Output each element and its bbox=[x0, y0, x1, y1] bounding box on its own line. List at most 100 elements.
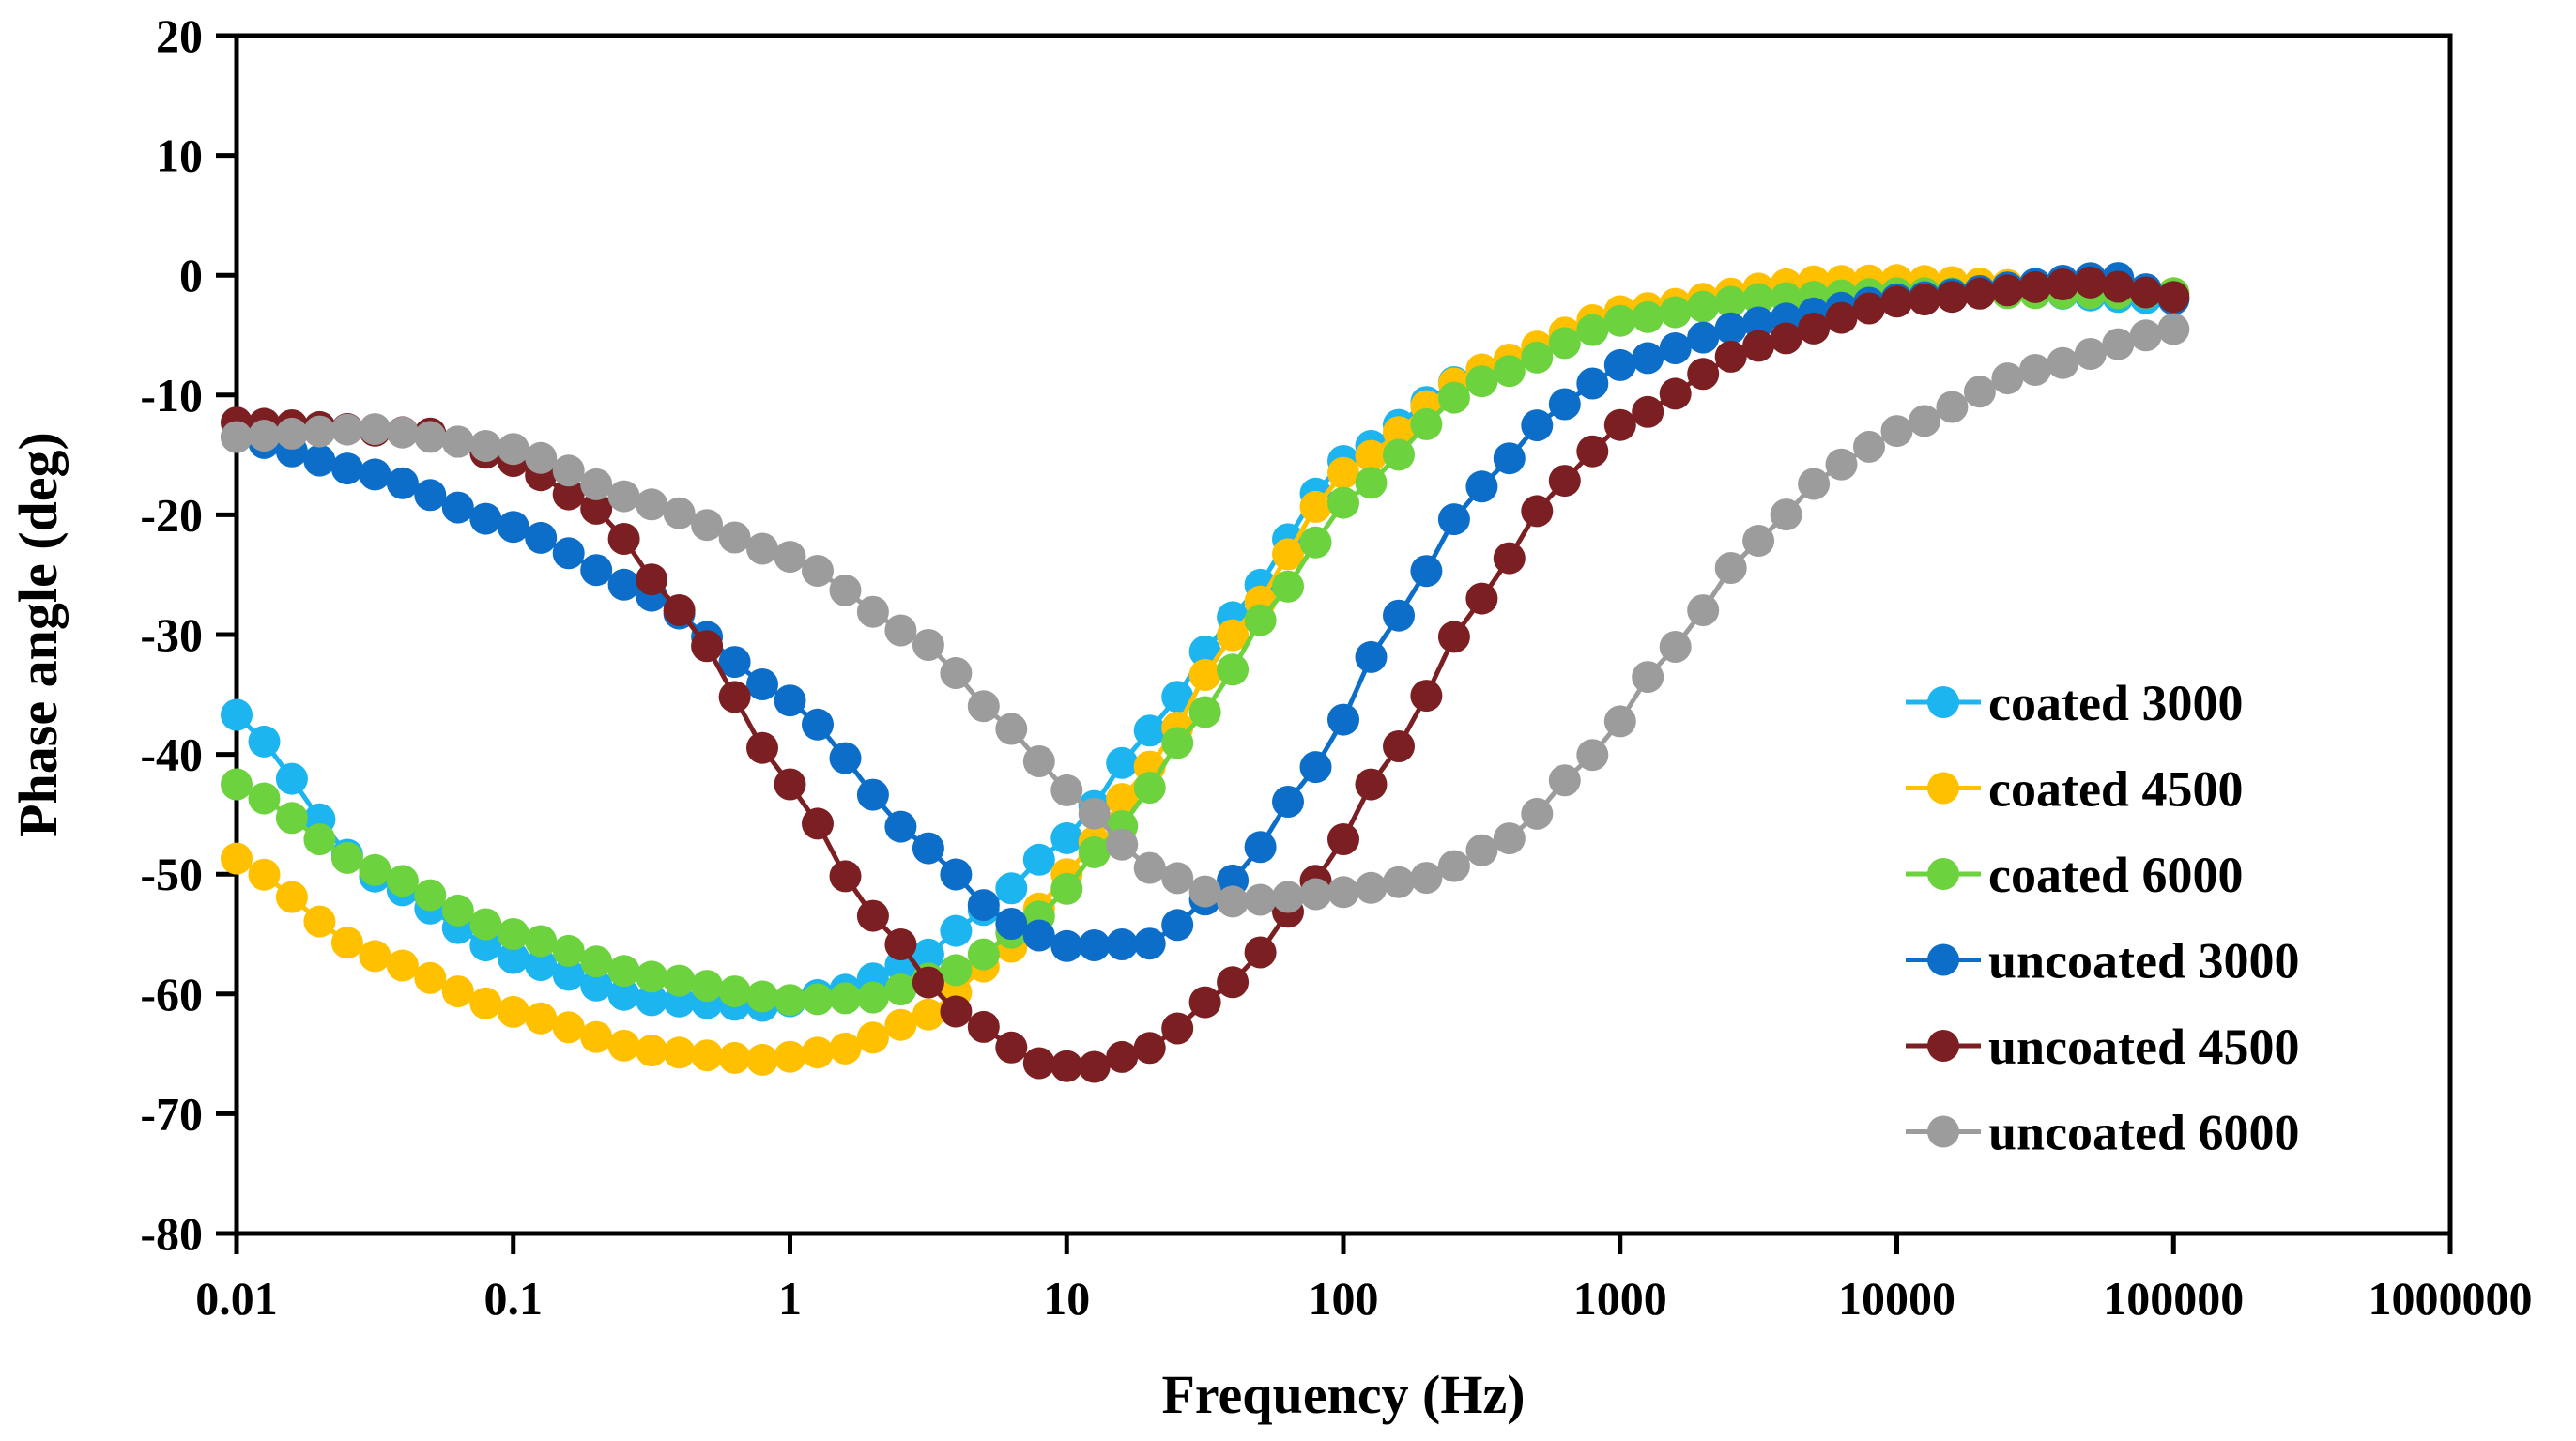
data-point bbox=[2018, 354, 2051, 386]
x-tick-label: 1 bbox=[778, 1272, 802, 1325]
data-point bbox=[386, 865, 419, 897]
data-point bbox=[774, 984, 806, 1017]
series-coated-6000 bbox=[221, 277, 2190, 1017]
data-point bbox=[303, 905, 336, 938]
data-point bbox=[1217, 966, 1250, 999]
data-point bbox=[1022, 919, 1055, 952]
data-point bbox=[607, 480, 640, 513]
y-tick-label: -50 bbox=[140, 848, 203, 900]
data-point bbox=[552, 958, 585, 991]
data-point bbox=[995, 1031, 1028, 1064]
data-point bbox=[746, 668, 778, 700]
x-tick-label: 100000 bbox=[2103, 1272, 2244, 1325]
data-point bbox=[1770, 322, 1802, 355]
data-point bbox=[663, 594, 696, 626]
data-point bbox=[1632, 395, 1664, 428]
data-point bbox=[1603, 348, 1636, 381]
x-tick-label: 1000 bbox=[1573, 1272, 1667, 1325]
data-point bbox=[1188, 659, 1221, 691]
data-point bbox=[1272, 570, 1304, 603]
data-point bbox=[552, 934, 585, 967]
data-point bbox=[386, 949, 419, 982]
data-point bbox=[1161, 681, 1194, 713]
data-point bbox=[441, 491, 474, 524]
data-point bbox=[469, 502, 502, 535]
data-point bbox=[1548, 327, 1581, 360]
data-point bbox=[1465, 582, 1498, 615]
data-point bbox=[1936, 391, 1969, 423]
data-point bbox=[1576, 314, 1609, 346]
data-point bbox=[746, 1043, 778, 1076]
data-point bbox=[552, 537, 585, 570]
data-point bbox=[1299, 878, 1332, 911]
data-point bbox=[248, 782, 281, 815]
data-point bbox=[580, 1020, 613, 1053]
data-point bbox=[1106, 1040, 1139, 1073]
data-point bbox=[1853, 292, 1885, 325]
data-point bbox=[691, 630, 724, 663]
data-point bbox=[1493, 355, 1526, 388]
data-point bbox=[1603, 408, 1636, 441]
legend-marker bbox=[1927, 686, 1959, 718]
data-point bbox=[718, 646, 751, 679]
legend-marker bbox=[1927, 1115, 1959, 1148]
data-point bbox=[967, 889, 1000, 922]
y-tick-label: 10 bbox=[156, 130, 203, 182]
x-tick-label: 0.01 bbox=[195, 1272, 278, 1325]
y-tick-label: -10 bbox=[140, 369, 203, 422]
data-point bbox=[1133, 1032, 1166, 1065]
x-tick-label: 100 bbox=[1309, 1272, 1379, 1325]
data-point bbox=[856, 981, 889, 1014]
x-tick-label: 10000 bbox=[1838, 1272, 1955, 1325]
data-point bbox=[414, 879, 447, 912]
data-point bbox=[2047, 268, 2079, 300]
data-point bbox=[884, 928, 917, 960]
data-point bbox=[1133, 714, 1166, 747]
data-point bbox=[1687, 290, 1720, 323]
data-point bbox=[1355, 467, 1388, 499]
data-point bbox=[1383, 438, 1415, 471]
data-point bbox=[1603, 304, 1636, 337]
data-point bbox=[386, 467, 419, 499]
data-point bbox=[1437, 381, 1470, 414]
data-point bbox=[1963, 277, 1996, 310]
data-point bbox=[2157, 281, 2190, 314]
data-point bbox=[774, 1040, 806, 1073]
data-point bbox=[774, 684, 806, 717]
y-tick-label: -80 bbox=[140, 1207, 203, 1260]
series-uncoated-6000 bbox=[221, 313, 2190, 918]
data-point bbox=[1437, 621, 1470, 653]
y-tick-label: -20 bbox=[140, 488, 203, 541]
data-point bbox=[1521, 341, 1554, 374]
data-point bbox=[580, 492, 613, 525]
y-tick-label: 20 bbox=[156, 9, 203, 62]
data-point bbox=[1825, 301, 1858, 334]
data-point bbox=[580, 554, 613, 587]
data-point bbox=[1521, 409, 1554, 442]
data-point bbox=[221, 768, 253, 801]
data-point bbox=[1909, 284, 1940, 316]
data-point bbox=[691, 970, 724, 1003]
data-point bbox=[497, 433, 529, 466]
data-point bbox=[275, 762, 308, 795]
data-point bbox=[275, 417, 308, 450]
data-point bbox=[2157, 313, 2190, 345]
data-point bbox=[1714, 285, 1747, 318]
data-point bbox=[1022, 843, 1055, 876]
data-point bbox=[275, 802, 308, 835]
data-point bbox=[497, 995, 529, 1028]
data-point bbox=[1410, 862, 1443, 895]
data-point bbox=[1576, 739, 1609, 772]
data-point bbox=[552, 1011, 585, 1044]
y-axis-title: Phase angle (deg) bbox=[8, 432, 69, 837]
data-point bbox=[1437, 503, 1470, 536]
data-point bbox=[636, 563, 668, 596]
data-point bbox=[1133, 927, 1166, 960]
data-point bbox=[774, 541, 806, 574]
data-point bbox=[1299, 526, 1332, 559]
data-point bbox=[1050, 1050, 1083, 1082]
data-point bbox=[359, 940, 391, 973]
data-point bbox=[663, 1036, 696, 1069]
data-point bbox=[884, 1008, 917, 1041]
